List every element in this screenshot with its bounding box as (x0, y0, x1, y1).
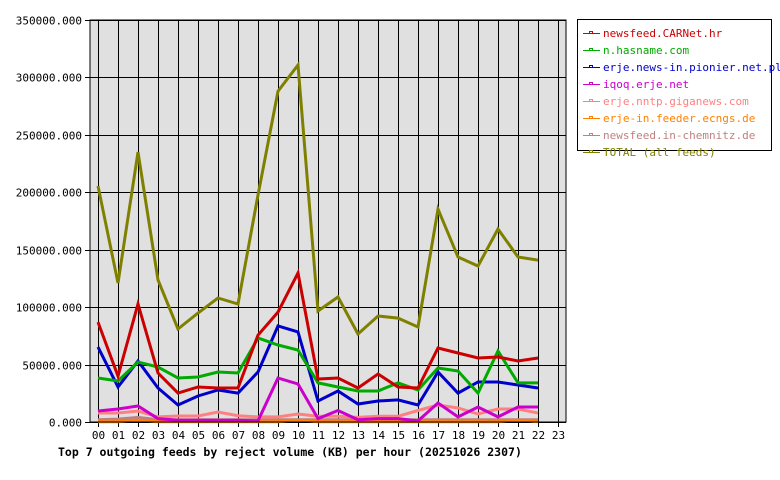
legend-item: TOTAL (all feeds) (583, 146, 716, 159)
y-tick-label: 350000.000 (16, 15, 82, 28)
series-line-7 (96, 60, 539, 337)
x-axis: 00 01 02 03 04 05 06 07 08 09 10 11 12 13 14 15 16 17 18 19… (92, 422, 565, 442)
y-tick-label: 0.000 (49, 417, 82, 430)
x-tick-label: 21 (512, 429, 525, 442)
x-tick-label: 06 (212, 429, 225, 442)
legend-item: n.hasname.com (583, 44, 689, 57)
chart-title: Top 7 outgoing feeds by reject volume (K… (58, 445, 522, 459)
x-tick-label: 07 (232, 429, 245, 442)
x-tick-label: 05 (192, 429, 205, 442)
legend-marker-icon (589, 48, 593, 51)
y-tick-label: 200000.000 (16, 187, 82, 200)
x-tick-label: 01 (112, 429, 125, 442)
x-tick-label: 09 (272, 429, 285, 442)
x-tick-label: 18 (452, 429, 465, 442)
x-tick-label: 16 (412, 429, 425, 442)
x-tick-label: 17 (432, 429, 445, 442)
x-tick-label: 08 (252, 429, 265, 442)
legend-item: erje-in.feeder.ecngs.de (583, 112, 755, 125)
series-line-0 (96, 268, 539, 395)
legend-item: newsfeed.CARNet.hr (583, 27, 723, 40)
legend-label: newsfeed.CARNet.hr (603, 27, 723, 40)
legend-item: iqoq.erje.net (583, 78, 689, 91)
legend-marker-icon (589, 65, 593, 68)
series-line-1 (97, 336, 538, 396)
grid-lines (90, 20, 566, 423)
x-tick-label: 03 (152, 429, 165, 442)
x-tick-label: 23 (552, 429, 565, 442)
y-tick-label: 150000.000 (16, 245, 82, 258)
legend-label: n.hasname.com (603, 44, 689, 57)
plot-area (90, 20, 566, 422)
series-line-3 (97, 376, 538, 423)
x-tick-label: 19 (472, 429, 485, 442)
legend-marker-icon (589, 150, 593, 153)
legend-marker-icon (589, 133, 593, 136)
x-tick-label: 10 (292, 429, 305, 442)
legend-label: erje-in.feeder.ecngs.de (603, 112, 755, 125)
legend-item: newsfeed.in-chemnitz.de (583, 129, 755, 142)
legend-label: erje.news-in.pionier.net.pl (603, 61, 780, 74)
legend: newsfeed.CARNet.hr n.hasname.com erje.news… (577, 19, 780, 159)
x-tick-label: 20 (492, 429, 505, 442)
x-tick-label: 02 (132, 429, 145, 442)
series-line-2 (96, 324, 539, 407)
legend-marker-icon (589, 116, 593, 119)
legend-item: erje.news-in.pionier.net.pl (583, 61, 780, 74)
legend-marker-icon (589, 82, 593, 85)
legend-label: erje.nntp.giganews.com (603, 95, 749, 108)
x-tick-label: 12 (332, 429, 345, 442)
x-tick-label: 13 (352, 429, 365, 442)
x-tick-label: 11 (312, 429, 325, 442)
x-tick-label: 15 (392, 429, 405, 442)
y-tick-label: 100000.000 (16, 302, 82, 315)
legend-label: newsfeed.in-chemnitz.de (603, 129, 755, 142)
y-axis: 0.000 50000.000 100000.000 150000.000 200000… (16, 15, 90, 430)
legend-label: TOTAL (all feeds) (603, 146, 716, 159)
x-tick-label: 22 (532, 429, 545, 442)
y-tick-label: 250000.000 (16, 130, 82, 143)
legend-item: erje.nntp.giganews.com (583, 95, 749, 108)
x-tick-label: 00 (92, 429, 105, 442)
x-tick-label: 04 (172, 429, 186, 442)
legend-box (577, 19, 772, 151)
legend-label: iqoq.erje.net (603, 78, 689, 91)
legend-marker-icon (589, 99, 593, 102)
x-tick-label: 14 (372, 429, 386, 442)
plot-border (89, 19, 567, 423)
y-tick-label: 300000.000 (16, 72, 82, 85)
legend-marker-icon (589, 31, 593, 34)
y-tick-label: 50000.000 (22, 360, 82, 373)
